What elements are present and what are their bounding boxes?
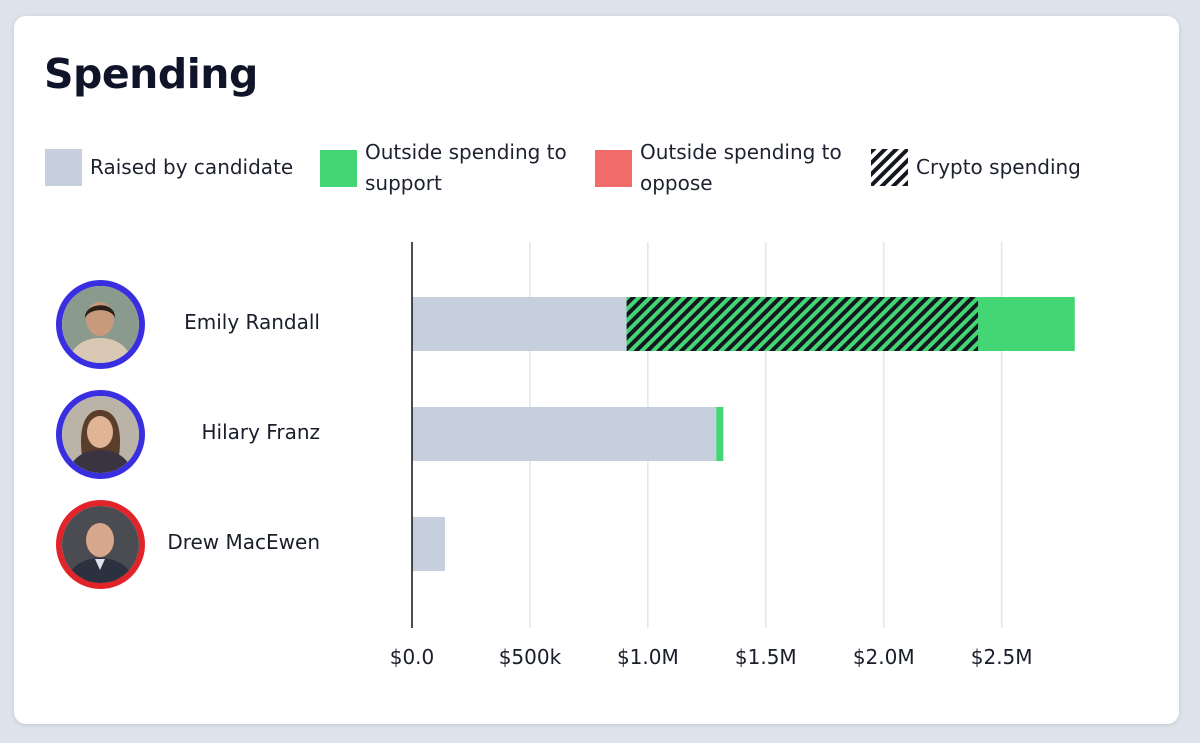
legend-swatch-raised <box>45 149 82 186</box>
legend-swatch-crypto <box>871 149 908 186</box>
bar-support <box>716 407 724 461</box>
x-tick-label: $0.0 <box>390 645 435 669</box>
avatar <box>56 390 145 479</box>
bar-crypto <box>626 297 979 351</box>
hatch-icon <box>871 149 908 186</box>
bar-raised <box>412 297 627 351</box>
legend-item-raised: Raised by candidate <box>45 149 293 186</box>
x-tick-label: $1.0M <box>617 645 679 669</box>
legend-item-oppose: Outside spending to oppose <box>595 137 850 199</box>
legend-label-oppose: Outside spending to oppose <box>640 140 842 195</box>
x-tick-label: $500k <box>499 645 562 669</box>
x-tick-label: $1.5M <box>735 645 797 669</box>
legend-item-crypto: Crypto spending <box>871 149 1081 186</box>
avatar <box>56 280 145 369</box>
person-portrait-icon <box>62 506 139 583</box>
bar-raised <box>412 407 717 461</box>
person-portrait-icon <box>62 286 139 363</box>
legend-label-support: Outside spending to support <box>365 140 567 195</box>
candidate-name: Hilary Franz <box>201 420 320 444</box>
bar-raised <box>412 517 446 571</box>
x-tick-label: $2.0M <box>853 645 915 669</box>
legend-item-support: Outside spending to support <box>320 137 575 199</box>
crypto-overlay-layer <box>626 297 979 351</box>
legend-label-crypto: Crypto spending <box>916 155 1081 179</box>
candidate-row: Emily Randall <box>56 280 320 369</box>
x-tick-label: $2.5M <box>971 645 1033 669</box>
spending-card <box>14 16 1179 724</box>
person-portrait-icon <box>62 396 139 473</box>
candidate-name: Drew MacEwen <box>167 530 320 554</box>
page-title: Spending <box>44 50 258 98</box>
legend-swatch-oppose <box>595 149 632 187</box>
legend-label-raised: Raised by candidate <box>90 155 294 179</box>
legend-swatch-support <box>320 149 357 187</box>
candidate-row: Drew MacEwen <box>56 500 320 589</box>
avatar <box>56 500 145 589</box>
candidate-row: Hilary Franz <box>56 390 320 479</box>
candidate-name: Emily Randall <box>184 310 320 334</box>
